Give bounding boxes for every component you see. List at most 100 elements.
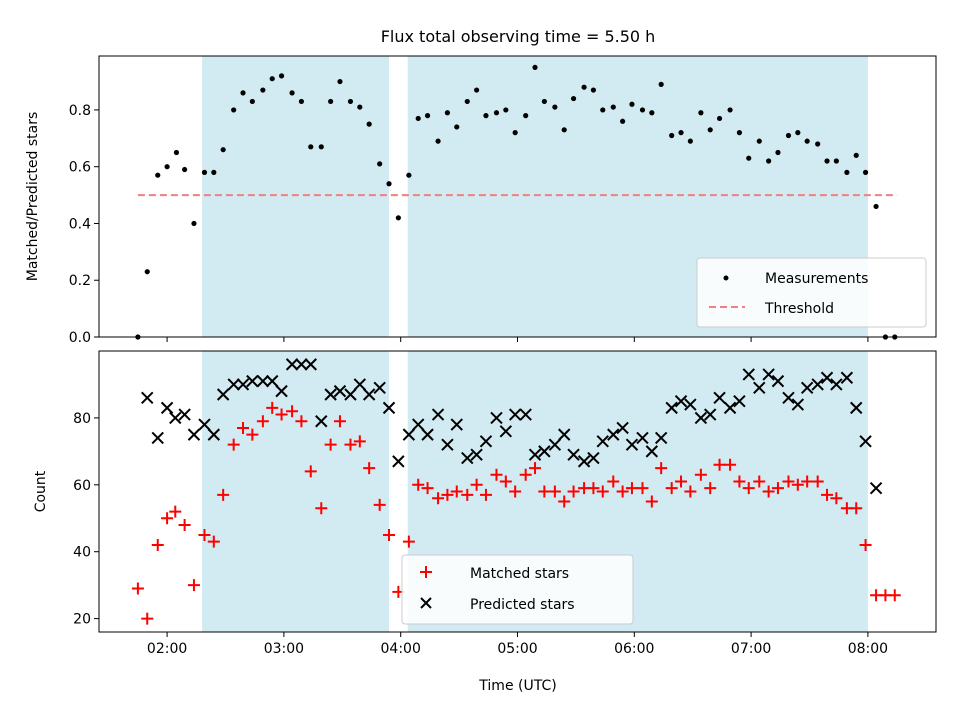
matched-stars-point — [363, 462, 376, 475]
predicted-stars-point — [461, 451, 474, 465]
measurement-point — [639, 107, 646, 113]
measurement-point — [483, 113, 489, 119]
predicted-stars-point — [869, 481, 883, 495]
measurement-point — [552, 104, 558, 110]
matched-stars-point — [625, 482, 638, 495]
measurement-point — [318, 144, 324, 150]
measurement-point — [678, 130, 684, 136]
measurement-point — [249, 98, 255, 105]
predicted-stars-point — [431, 408, 445, 421]
predicted-stars-point — [830, 378, 843, 391]
matched-stars-point — [821, 488, 834, 501]
matched-stars-point — [441, 488, 454, 501]
top-legend-box — [696, 257, 927, 328]
predicted-stars-point — [558, 428, 571, 441]
predicted-stars-point — [577, 455, 591, 468]
matched-stars-point — [519, 468, 532, 481]
predicted-stars-point — [499, 425, 513, 438]
xtick-label: 04:00 — [381, 641, 421, 657]
measurement-point — [824, 158, 830, 164]
measurement-point — [347, 98, 354, 105]
measurement-point — [620, 118, 626, 124]
predicted-stars-point — [596, 435, 609, 448]
measurement-point — [785, 132, 792, 139]
predicted-stars-point — [587, 451, 600, 465]
measurement-point — [581, 84, 587, 90]
predicted-stars-point — [344, 388, 357, 401]
matched-stars-point — [665, 482, 678, 495]
measurement-point — [804, 138, 810, 144]
matched-stars-point — [344, 438, 357, 451]
measurement-point — [629, 101, 635, 107]
predicted-stars-point — [753, 381, 766, 395]
legend-measurements-label: Measurements — [765, 271, 868, 287]
measurement-point — [669, 132, 675, 139]
matched-stars-point — [771, 482, 784, 495]
predicted-stars-point — [654, 431, 668, 445]
predicted-stars-point — [508, 408, 522, 421]
matched-stars-point — [217, 488, 230, 501]
predicted-stars-point — [479, 435, 493, 448]
matched-stars-point — [402, 535, 415, 548]
matched-stars-point — [383, 528, 396, 541]
measurement-point — [278, 73, 285, 79]
bottom-ylabel: Count — [33, 470, 49, 512]
measurement-point — [541, 98, 547, 105]
predicted-stars-point — [324, 388, 337, 401]
matched-stars-point — [616, 485, 629, 498]
matched-stars-point — [733, 475, 746, 488]
matched-stars-point — [461, 488, 474, 501]
predicted-stars-point — [850, 401, 863, 415]
predicted-stars-point — [665, 401, 678, 415]
measurement-point — [716, 115, 723, 122]
matched-stars-point — [333, 415, 346, 428]
bottom-xlabel: Time (UTC) — [478, 678, 556, 694]
measurement-point — [155, 172, 161, 178]
measurement-point — [687, 138, 693, 144]
xtick-label: 07:00 — [731, 641, 771, 657]
predicted-stars-point — [811, 378, 824, 391]
top-axes-frame — [98, 55, 937, 338]
measurement-point — [746, 155, 752, 161]
measurement-point — [590, 87, 597, 93]
matched-stars-point — [529, 462, 542, 475]
predicted-stars-point — [382, 401, 396, 415]
predicted-stars-point — [782, 391, 795, 405]
matched-stars-point — [275, 408, 288, 421]
measurement-point — [201, 169, 208, 175]
bottom-legend-box — [401, 554, 634, 625]
measurement-point — [211, 169, 217, 175]
measurement-point — [493, 110, 500, 116]
matched-stars-point — [811, 475, 824, 488]
matched-stars-point — [499, 475, 512, 488]
bottom-panel: 20 40 60 80 02:00 03:00 04:00 05:00 06:00 07:00 08… — [33, 350, 937, 694]
predicted-stars-point — [315, 415, 328, 428]
predicted-stars-point — [723, 401, 737, 415]
measurement-point — [658, 81, 664, 87]
matched-stars-point — [266, 401, 279, 414]
predicted-stars-point — [859, 435, 872, 448]
measurement-point — [328, 98, 334, 105]
predicted-stars-point — [216, 388, 230, 401]
predicted-stars-point — [490, 411, 503, 425]
predicted-stars-point — [840, 371, 854, 384]
matched-stars-point — [567, 485, 580, 498]
matched-stars-point — [141, 612, 154, 625]
matched-stars-point — [470, 478, 483, 491]
predicted-stars-point — [392, 455, 405, 468]
predicted-stars-point — [820, 371, 834, 384]
predicted-stars-point — [519, 408, 532, 421]
xtick-label: 02:00 — [147, 641, 187, 657]
measurement-point — [298, 98, 305, 105]
measurement-point — [523, 113, 529, 119]
predicted-stars-point — [151, 431, 164, 445]
measurement-point — [853, 152, 859, 158]
measurement-point — [289, 90, 295, 96]
matched-stars-point — [353, 435, 366, 448]
xtick-label: 05:00 — [497, 641, 537, 657]
predicted-stars-point — [684, 398, 697, 411]
measurement-point — [600, 107, 606, 113]
matched-stars-point — [227, 438, 240, 451]
top-ylabel: Matched/Predicted stars — [25, 112, 41, 282]
legend-predicted-marker — [420, 597, 432, 609]
